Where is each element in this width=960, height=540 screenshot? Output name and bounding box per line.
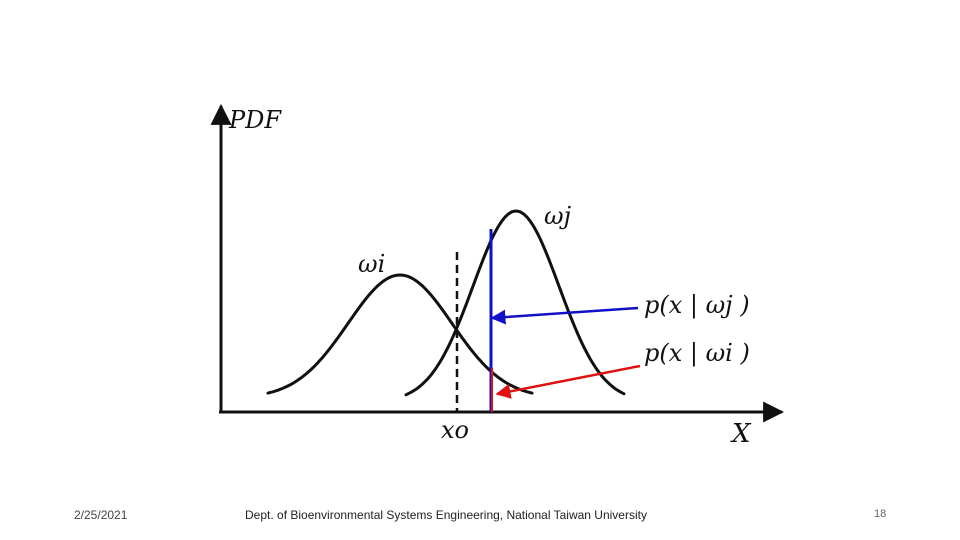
blue-arrow bbox=[490, 306, 639, 325]
likelihood-j-label: p(x | ωj ) bbox=[644, 291, 750, 320]
y-axis-label: PDF bbox=[228, 106, 282, 134]
likelihood-i-label: p(x | ωi ) bbox=[644, 339, 750, 368]
omega-j-label: ωj bbox=[544, 202, 572, 230]
footer-affiliation: Dept. of Bioenvironmental Systems Engine… bbox=[245, 508, 647, 522]
x-axis-label: X bbox=[730, 419, 752, 449]
curve-omega-j bbox=[404, 209, 626, 397]
threshold-label: xo bbox=[441, 416, 469, 444]
red-arrow bbox=[495, 364, 641, 399]
footer-date: 2/25/2021 bbox=[74, 508, 128, 522]
omega-i-label: ωi bbox=[358, 250, 385, 278]
footer-page-number: 18 bbox=[874, 508, 887, 520]
curve-omega-i bbox=[266, 273, 534, 395]
